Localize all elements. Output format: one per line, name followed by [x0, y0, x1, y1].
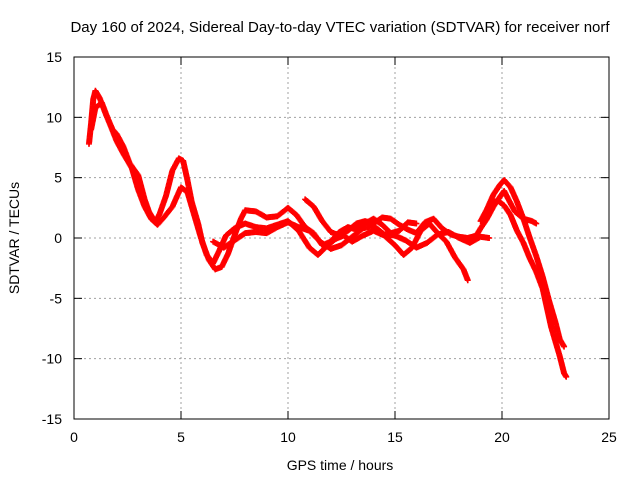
- series-satellite-track-5: [477, 177, 568, 350]
- y-tick-label: -15: [42, 411, 62, 427]
- data-point: [486, 235, 493, 241]
- series-satellite-track-6: [481, 197, 570, 380]
- data-point: [413, 220, 420, 227]
- x-tick-label: 0: [70, 429, 78, 445]
- y-axis-label: SDTVAR / TECUs: [6, 182, 22, 294]
- y-tick-label: -5: [50, 290, 63, 306]
- series-satellite-track-2: [88, 99, 471, 284]
- x-tick-label: 5: [177, 429, 185, 445]
- x-axis-label: GPS time / hours: [287, 457, 394, 473]
- x-tick-label: 20: [494, 429, 510, 445]
- data-points: [85, 87, 570, 380]
- x-tick-label: 25: [601, 429, 617, 445]
- y-tick-label: 5: [54, 170, 62, 186]
- axis-ticks: 0 5 10 15 20 25 -15 -10 -5 0 5 10 15: [42, 49, 617, 445]
- x-tick-label: 10: [280, 429, 296, 445]
- series-satellite-track-3: [210, 219, 493, 252]
- y-tick-label: 10: [46, 109, 62, 125]
- data-point: [464, 277, 471, 284]
- data-point: [561, 343, 568, 350]
- x-tick-label: 15: [387, 429, 403, 445]
- y-tick-label: 0: [54, 230, 62, 246]
- data-point: [533, 220, 540, 227]
- chart-title: Day 160 of 2024, Sidereal Day-to-day VTE…: [70, 19, 610, 36]
- y-tick-label: -10: [42, 351, 62, 367]
- y-tick-label: 15: [46, 49, 62, 65]
- data-point: [563, 373, 570, 380]
